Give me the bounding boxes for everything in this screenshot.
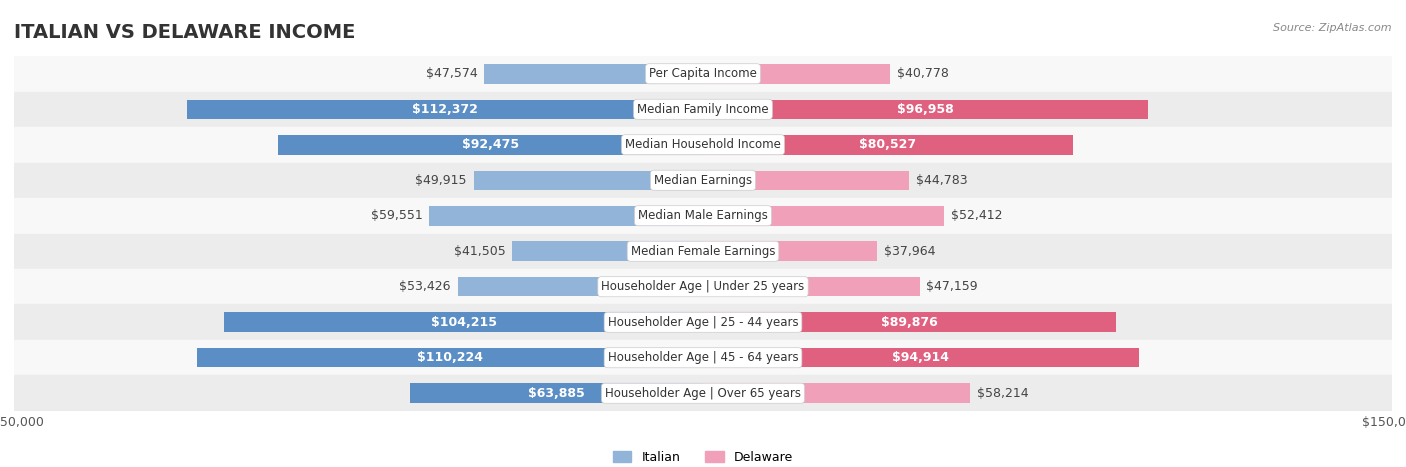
Bar [409, 383, 703, 403]
Text: $112,372: $112,372 [412, 103, 478, 116]
Bar [14, 234, 1392, 269]
Bar [278, 135, 703, 155]
Bar [512, 241, 703, 261]
Text: $44,783: $44,783 [915, 174, 967, 187]
Text: Householder Age | Over 65 years: Householder Age | Over 65 years [605, 387, 801, 400]
Text: $80,527: $80,527 [859, 138, 917, 151]
Text: Median Earnings: Median Earnings [654, 174, 752, 187]
Bar [703, 312, 1116, 332]
Text: Per Capita Income: Per Capita Income [650, 67, 756, 80]
Bar [703, 99, 1149, 119]
Text: $96,958: $96,958 [897, 103, 955, 116]
Text: $94,914: $94,914 [893, 351, 949, 364]
Bar [703, 277, 920, 297]
Text: $37,964: $37,964 [884, 245, 936, 258]
Bar [703, 383, 970, 403]
Text: $52,412: $52,412 [950, 209, 1002, 222]
Text: $92,475: $92,475 [463, 138, 519, 151]
Text: $58,214: $58,214 [977, 387, 1029, 400]
Bar [225, 312, 703, 332]
Bar [14, 375, 1392, 411]
Bar [197, 348, 703, 368]
Bar [474, 170, 703, 190]
Bar [703, 135, 1073, 155]
Text: $40,778: $40,778 [897, 67, 949, 80]
Bar [14, 127, 1392, 163]
Bar [14, 92, 1392, 127]
Text: $110,224: $110,224 [416, 351, 482, 364]
Text: $47,574: $47,574 [426, 67, 478, 80]
Bar [14, 163, 1392, 198]
Bar [14, 269, 1392, 304]
Bar [14, 304, 1392, 340]
Legend: Italian, Delaware: Italian, Delaware [607, 446, 799, 467]
Bar [703, 241, 877, 261]
Text: $59,551: $59,551 [371, 209, 423, 222]
Text: Householder Age | 45 - 64 years: Householder Age | 45 - 64 years [607, 351, 799, 364]
Bar [703, 64, 890, 84]
Bar [703, 170, 908, 190]
Text: ITALIAN VS DELAWARE INCOME: ITALIAN VS DELAWARE INCOME [14, 23, 356, 42]
Bar [457, 277, 703, 297]
Text: Householder Age | Under 25 years: Householder Age | Under 25 years [602, 280, 804, 293]
Text: $53,426: $53,426 [399, 280, 451, 293]
Bar [14, 340, 1392, 375]
Bar [485, 64, 703, 84]
Bar [703, 348, 1139, 368]
Text: Householder Age | 25 - 44 years: Householder Age | 25 - 44 years [607, 316, 799, 329]
Text: $41,505: $41,505 [454, 245, 506, 258]
Bar [429, 206, 703, 226]
Text: $47,159: $47,159 [927, 280, 979, 293]
Bar [187, 99, 703, 119]
Text: $89,876: $89,876 [882, 316, 938, 329]
Text: $49,915: $49,915 [415, 174, 467, 187]
Text: Median Family Income: Median Family Income [637, 103, 769, 116]
Text: Median Male Earnings: Median Male Earnings [638, 209, 768, 222]
Text: $63,885: $63,885 [527, 387, 585, 400]
Text: Source: ZipAtlas.com: Source: ZipAtlas.com [1274, 23, 1392, 33]
Bar [703, 206, 943, 226]
Text: Median Female Earnings: Median Female Earnings [631, 245, 775, 258]
Bar [14, 198, 1392, 234]
Text: Median Household Income: Median Household Income [626, 138, 780, 151]
Bar [14, 56, 1392, 92]
Text: $104,215: $104,215 [430, 316, 496, 329]
